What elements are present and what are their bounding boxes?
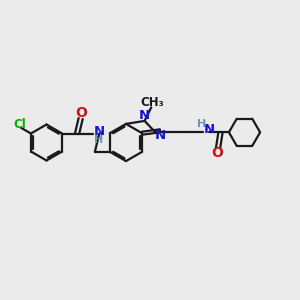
- Text: N: N: [139, 109, 150, 122]
- Text: H: H: [94, 135, 103, 145]
- Text: N: N: [94, 124, 105, 138]
- Text: Cl: Cl: [13, 118, 26, 131]
- Text: N: N: [155, 129, 166, 142]
- Text: CH₃: CH₃: [140, 96, 164, 109]
- Text: N: N: [203, 123, 214, 136]
- Text: O: O: [75, 106, 87, 120]
- Text: H: H: [197, 119, 206, 129]
- Text: O: O: [212, 146, 224, 160]
